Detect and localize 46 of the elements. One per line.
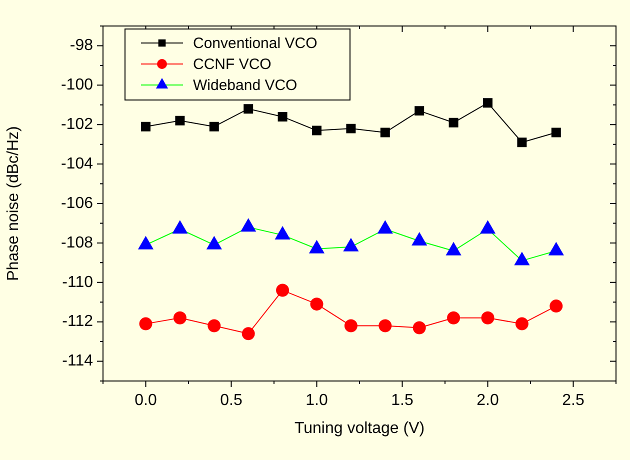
point xyxy=(276,284,290,297)
point xyxy=(515,317,528,330)
y-tick-label: -98 xyxy=(70,37,94,54)
point xyxy=(380,128,390,138)
y-axis-title: Phase noise (dBc/Hz) xyxy=(5,126,22,281)
x-tick-label: 1.5 xyxy=(391,392,414,410)
point xyxy=(208,319,221,332)
point xyxy=(551,128,561,138)
point xyxy=(310,298,324,311)
point xyxy=(278,112,288,122)
x-tick-label: 0.5 xyxy=(220,392,242,410)
y-tick-label: -104 xyxy=(60,155,94,172)
point xyxy=(412,321,426,334)
x-tick-label: 1.0 xyxy=(306,392,328,410)
point xyxy=(483,98,492,108)
point xyxy=(378,319,392,332)
y-tick-label: -112 xyxy=(62,313,94,330)
point xyxy=(448,118,458,128)
point xyxy=(244,104,254,114)
point xyxy=(481,311,494,324)
y-tick-label: -108 xyxy=(60,234,94,252)
point xyxy=(139,317,152,330)
point xyxy=(141,122,150,132)
y-tick-label: -110 xyxy=(62,274,94,291)
x-axis-title: Tuning voltage (V) xyxy=(294,420,425,437)
x-tick-label: 2.5 xyxy=(562,392,584,410)
y-tick-label: -100 xyxy=(60,76,94,94)
point xyxy=(209,122,219,132)
y-tick-label: -114 xyxy=(62,352,94,370)
legend-label: CCNF VCO xyxy=(193,56,272,74)
point xyxy=(550,300,563,313)
legend-label: Conventional VCO xyxy=(193,35,318,52)
point xyxy=(517,138,527,148)
y-tick-label: -106 xyxy=(60,194,94,212)
point xyxy=(173,311,186,324)
point xyxy=(447,311,460,324)
point xyxy=(414,106,424,116)
point xyxy=(175,116,185,126)
y-tick-label: -102 xyxy=(60,116,94,134)
point xyxy=(242,327,255,340)
x-tick-label: 0.0 xyxy=(134,392,157,410)
point xyxy=(346,124,356,134)
point xyxy=(312,126,322,136)
x-tick-label: 2.0 xyxy=(476,392,499,410)
point xyxy=(344,319,358,332)
legend-label: Wideband VCO xyxy=(193,77,298,94)
